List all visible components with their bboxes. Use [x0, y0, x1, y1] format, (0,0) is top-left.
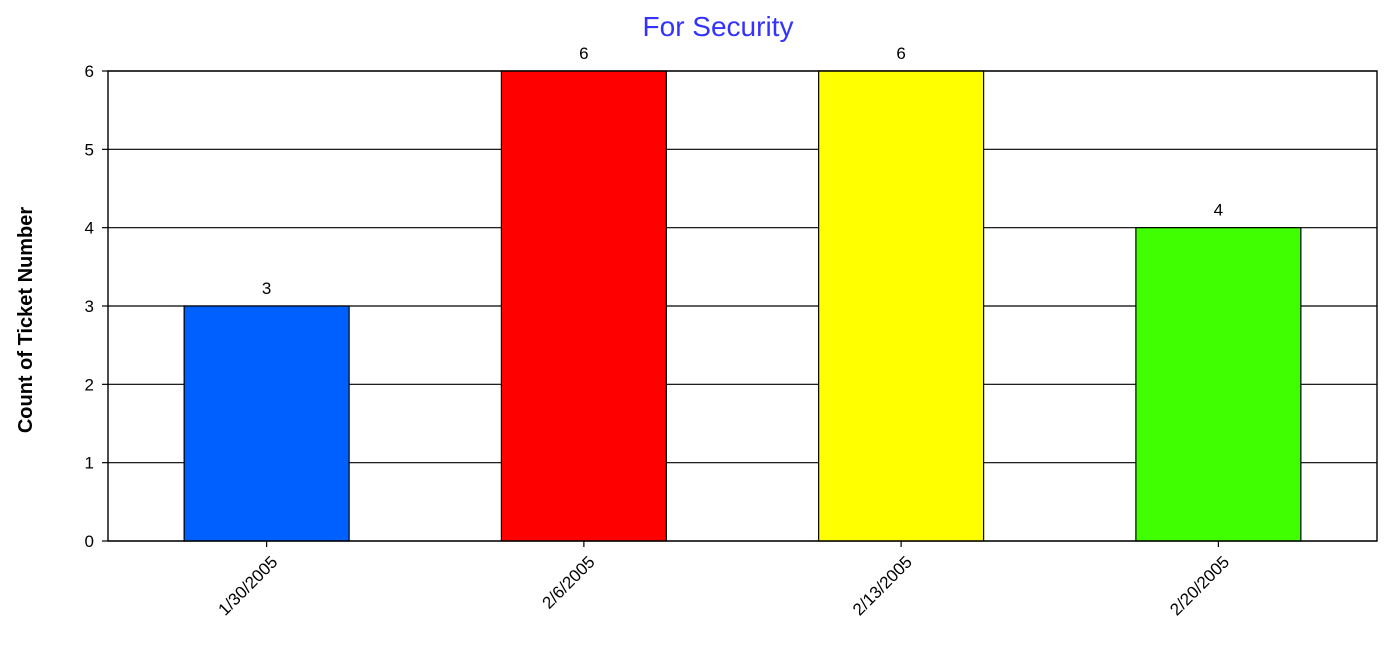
y-tick-label: 0 [85, 532, 94, 551]
chart-title: For Security [643, 11, 794, 42]
y-tick-label: 2 [85, 375, 94, 394]
plot-frame [107, 70, 1378, 542]
x-tick-label: 2/20/2005 [1166, 552, 1233, 619]
bar [818, 70, 985, 542]
y-tick-label: 5 [85, 140, 94, 159]
data-label: 3 [262, 279, 271, 298]
bar [500, 70, 667, 542]
bar [1135, 227, 1302, 542]
plot-area: 0 1 2 3 4 5 6 3 1/30/2005 6 2/6/2005 6 2/13/2005 4 2/2… [85, 44, 1378, 619]
y-tick-label: 3 [85, 297, 94, 316]
data-label: 6 [579, 44, 588, 63]
data-label: 6 [896, 44, 905, 63]
x-tick-label: 2/13/2005 [849, 552, 916, 619]
bar [183, 305, 350, 542]
y-axis-label: Count of Ticket Number [15, 207, 37, 434]
y-tick-label: 4 [85, 219, 94, 238]
x-tick-label: 2/6/2005 [538, 552, 598, 612]
data-label: 4 [1214, 201, 1223, 220]
y-tick-label: 6 [85, 62, 94, 81]
x-tick-label: 1/30/2005 [215, 552, 282, 619]
y-tick-label: 1 [85, 454, 94, 473]
